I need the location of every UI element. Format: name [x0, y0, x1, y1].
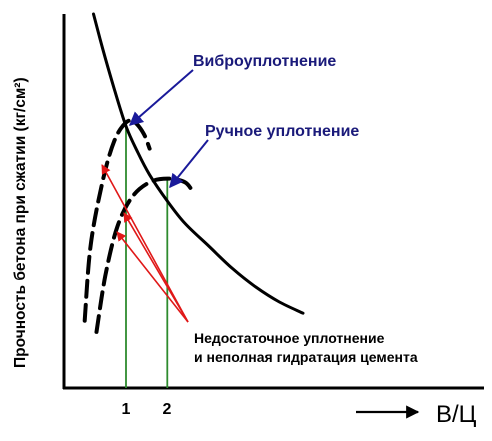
- dashed-curve-2: [94, 176, 196, 334]
- x-tick-2: 2: [163, 401, 172, 418]
- x-tick-1: 1: [122, 401, 131, 418]
- annotation-insufficient-2: и неполная гидратация цемента: [194, 349, 418, 365]
- annotation-insufficient-1: Недостаточное уплотнение: [194, 330, 385, 346]
- vibro-arrow: [128, 69, 194, 126]
- manual-arrow: [169, 139, 209, 189]
- annotation-vibro: Виброуплотнение: [193, 53, 336, 70]
- x-axis-label: В/Ц: [436, 401, 477, 428]
- marker-lines: [125, 122, 169, 388]
- y-axis-label: Прочность бетона при сжатии (кг/см²): [12, 77, 29, 368]
- insufficient-arrow-2: [123, 212, 189, 323]
- insufficient-arrow-1: [101, 164, 189, 323]
- dashed-curve-1: [82, 118, 152, 323]
- insufficient-arrow-3: [116, 231, 189, 323]
- envelope-curve: [92, 12, 305, 315]
- curves-group: [82, 12, 305, 334]
- annotation-manual: Ручное уплотнение: [205, 123, 359, 140]
